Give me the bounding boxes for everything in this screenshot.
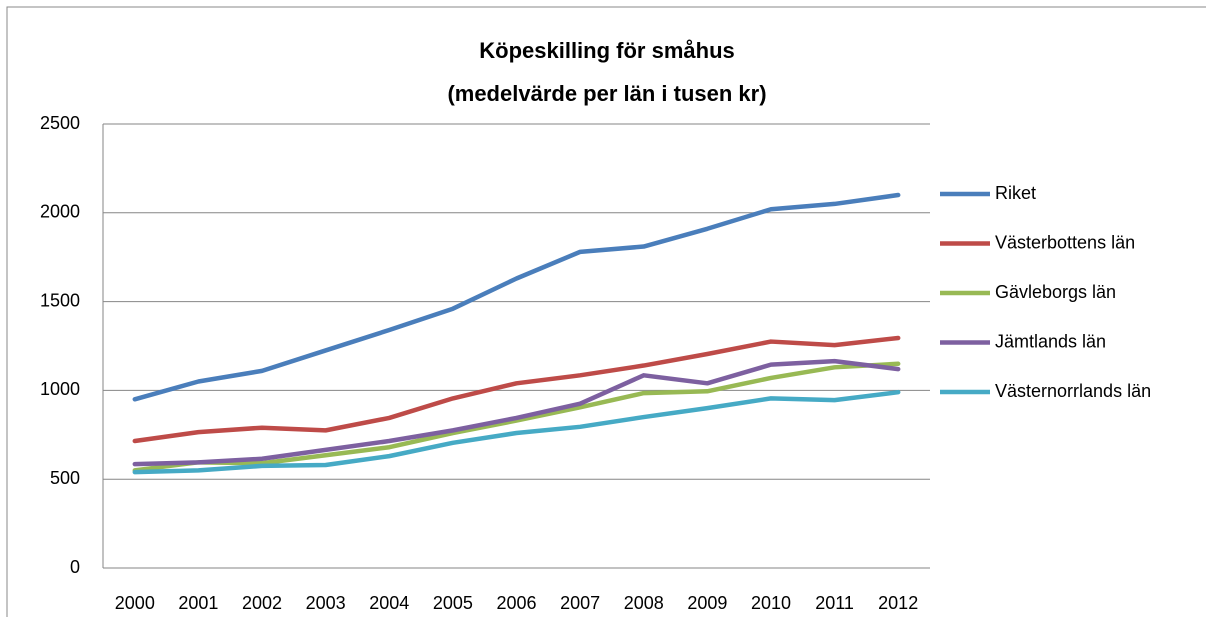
chart-subtitle: (medelvärde per län i tusen kr) bbox=[447, 81, 766, 106]
series-line bbox=[132, 335, 901, 444]
x-tick-label: 2003 bbox=[306, 593, 346, 613]
y-tick-label: 2000 bbox=[40, 202, 80, 222]
chart-frame bbox=[6, 6, 1206, 617]
y-tick-label: 0 bbox=[70, 557, 80, 577]
x-tick-label: 2012 bbox=[878, 593, 918, 613]
chart-title: Köpeskilling för småhus bbox=[479, 38, 735, 63]
legend-label: Västerbottens län bbox=[995, 232, 1135, 252]
x-tick-label: 2010 bbox=[751, 593, 791, 613]
x-tick-label: 2006 bbox=[496, 593, 536, 613]
series-line bbox=[132, 389, 901, 475]
y-tick-label: 2500 bbox=[40, 113, 80, 133]
legend-label: Jämtlands län bbox=[995, 331, 1106, 351]
x-tick-label: 2011 bbox=[815, 593, 854, 613]
x-tick-label: 2000 bbox=[115, 593, 155, 613]
series-line bbox=[132, 358, 901, 467]
y-tick-label: 1500 bbox=[40, 290, 80, 310]
x-tick-label: 2008 bbox=[624, 593, 664, 613]
x-tick-label: 2004 bbox=[369, 593, 409, 613]
x-tick-label: 2007 bbox=[560, 593, 600, 613]
legend-label: Riket bbox=[995, 183, 1036, 203]
y-tick-label: 1000 bbox=[40, 379, 80, 399]
series-line bbox=[132, 361, 901, 473]
x-tick-label: 2005 bbox=[433, 593, 473, 613]
series-line bbox=[132, 192, 901, 402]
y-tick-label: 500 bbox=[50, 468, 80, 488]
x-tick-label: 2002 bbox=[242, 593, 282, 613]
x-tick-label: 2001 bbox=[178, 593, 218, 613]
legend-label: Västernorrlands län bbox=[995, 381, 1151, 401]
x-tick-label: 2009 bbox=[687, 593, 727, 613]
legend-label: Gävleborgs län bbox=[995, 282, 1116, 302]
